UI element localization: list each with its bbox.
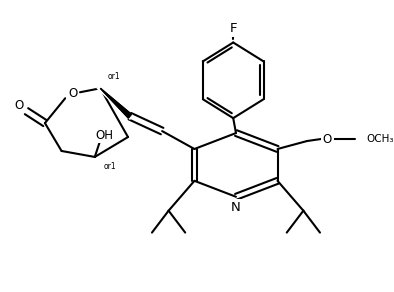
Text: O: O xyxy=(15,99,24,112)
Text: or1: or1 xyxy=(108,72,120,81)
Text: OCH₃: OCH₃ xyxy=(366,134,394,144)
Text: OH: OH xyxy=(95,128,113,142)
Text: F: F xyxy=(229,22,237,35)
Polygon shape xyxy=(100,88,131,118)
Polygon shape xyxy=(100,88,131,118)
Text: or1: or1 xyxy=(104,162,117,171)
Text: O: O xyxy=(323,133,332,145)
Text: O: O xyxy=(68,87,77,100)
Text: N: N xyxy=(231,201,241,214)
